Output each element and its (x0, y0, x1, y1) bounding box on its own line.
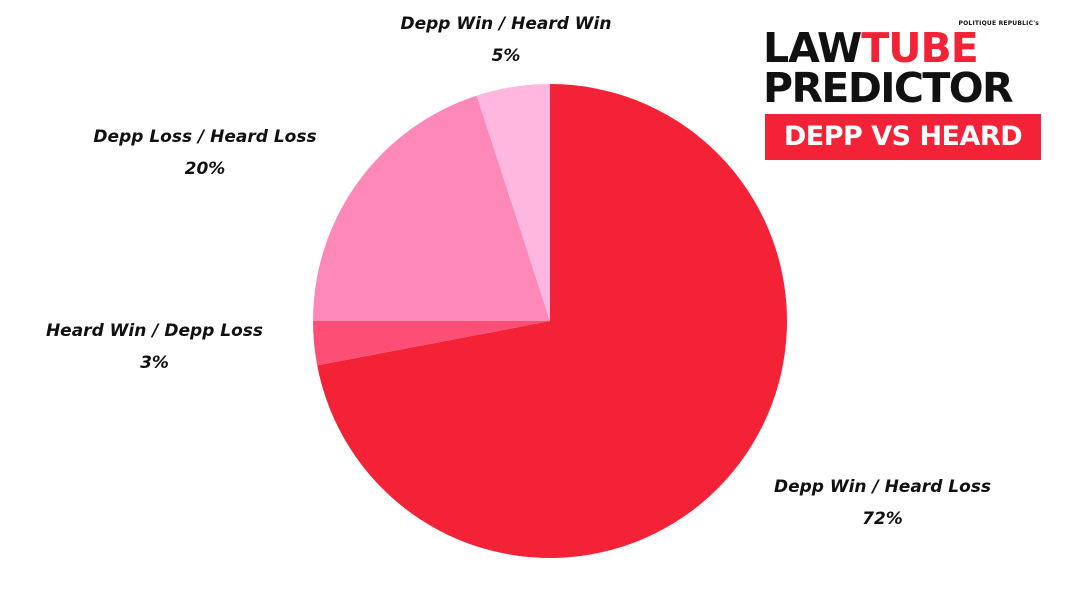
logo-wordmark: LAWTUBE (763, 24, 979, 72)
slice-label-heard-win-depp-loss: Heard Win / Depp Loss 3% (22, 315, 287, 379)
logo-kicker: POLITIQUE REPUBLIC's (958, 20, 1039, 27)
logo-predictor: PREDICTOR (763, 64, 1014, 112)
slice-percent: 5% (491, 46, 521, 66)
slice-label-depp-loss-heard-loss: Depp Loss / Heard Loss 20% (71, 121, 339, 185)
slice-name: Depp Win / Heard Win (400, 14, 612, 34)
slice-name: Heard Win / Depp Loss (45, 321, 264, 341)
logo-banner: DEPP VS HEARD (765, 114, 1041, 160)
pie-slice-depp-win-heard-win (476, 84, 550, 321)
logo-tube: TUBE (861, 24, 979, 72)
pie-slice-heard-win-depp-loss (313, 321, 550, 366)
logo-law: LAW (763, 24, 862, 72)
slice-percent: 20% (184, 159, 226, 179)
pie-slice-depp-loss-heard-loss (313, 95, 550, 321)
slice-label-depp-win-heard-loss: Depp Win / Heard Loss 72% (750, 471, 1015, 535)
slice-label-depp-win-heard-win: Depp Win / Heard Win 5% (383, 8, 629, 72)
slice-percent: 3% (140, 353, 169, 373)
slice-percent: 72% (862, 509, 903, 529)
slice-name: Depp Loss / Heard Loss (93, 127, 317, 147)
lawtube-predictor-logo: POLITIQUE REPUBLIC's LAWTUBE PREDICTOR D… (763, 20, 1041, 162)
slice-name: Depp Win / Heard Loss (773, 477, 992, 497)
pie-slice-depp-win-heard-loss (317, 84, 788, 558)
